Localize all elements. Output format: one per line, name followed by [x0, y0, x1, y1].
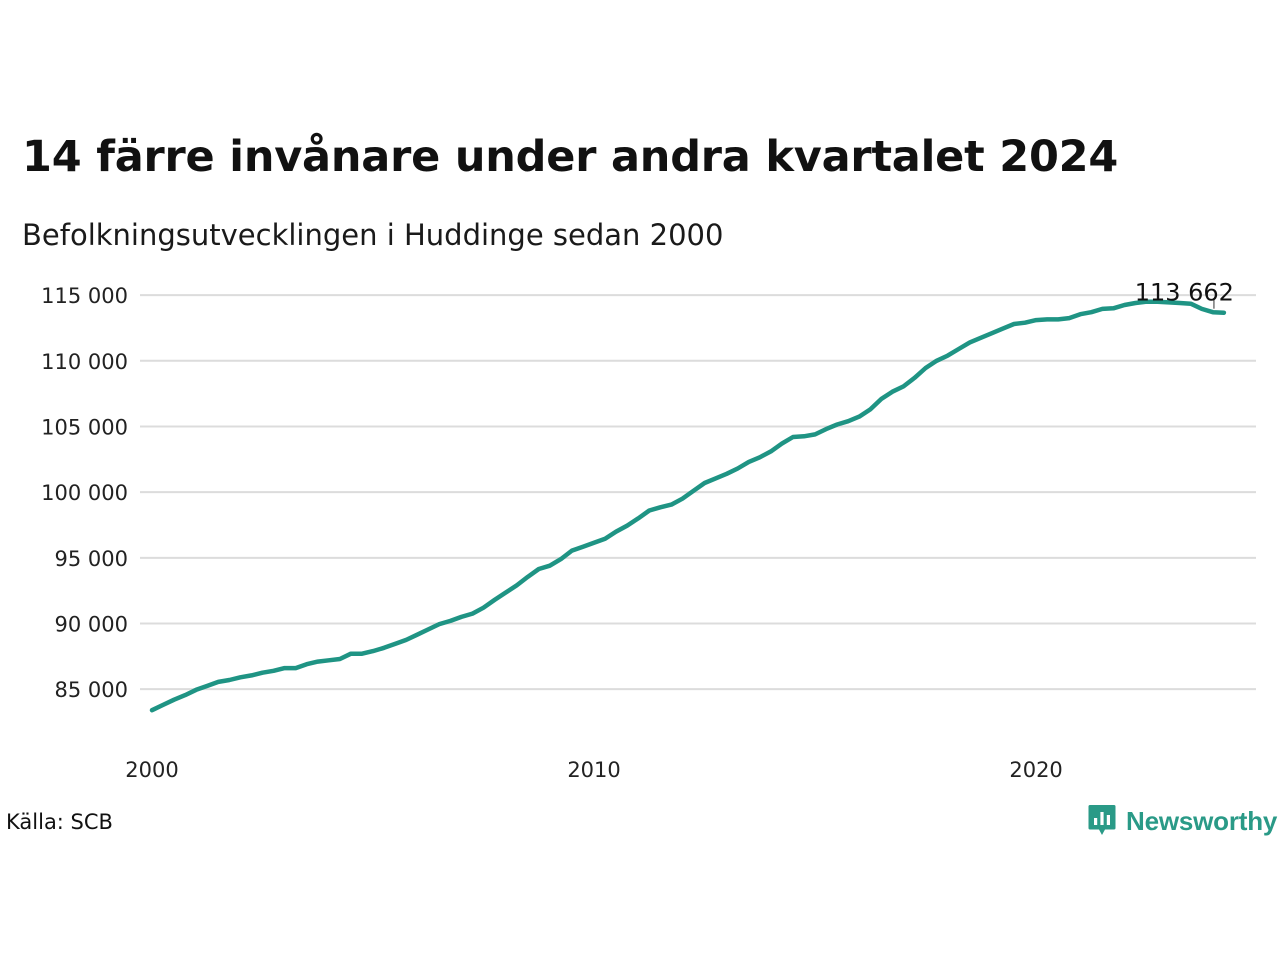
chart-subtitle: Befolkningsutvecklingen i Huddinge sedan… [22, 218, 724, 252]
y-tick-label: 110 000 [41, 350, 128, 374]
series-layer [149, 299, 1227, 713]
x-axis-tick-labels: 2000 2010 2020 [125, 758, 1063, 782]
bar-chart-speech-bubble-icon [1088, 805, 1116, 835]
y-tick-label: 100 000 [41, 481, 128, 505]
source-note: Källa: SCB [6, 810, 113, 834]
x-tick-label: 2000 [125, 758, 178, 782]
annotation-layer: 113 662 [1135, 279, 1234, 309]
brand-logo[interactable]: Newsworthy [1088, 804, 1277, 838]
y-axis-tick-labels: 85 000 90 000 95 000 100 000 105 000 110 000 1… [41, 284, 128, 702]
y-tick-label: 85 000 [55, 678, 128, 702]
x-tick-label: 2010 [567, 758, 620, 782]
chart-title: 14 färre invånare under andra kvartalet … [22, 132, 1119, 182]
y-tick-label: 95 000 [55, 547, 128, 571]
y-tick-label: 105 000 [41, 415, 128, 439]
y-tick-label: 90 000 [55, 612, 128, 636]
gridlines [140, 294, 1256, 691]
brand-name: Newsworthy [1126, 805, 1278, 836]
x-tick-label: 2020 [1009, 758, 1062, 782]
end-value-label: 113 662 [1135, 279, 1234, 307]
series-line [149, 299, 1227, 713]
y-tick-label: 115 000 [41, 284, 128, 308]
